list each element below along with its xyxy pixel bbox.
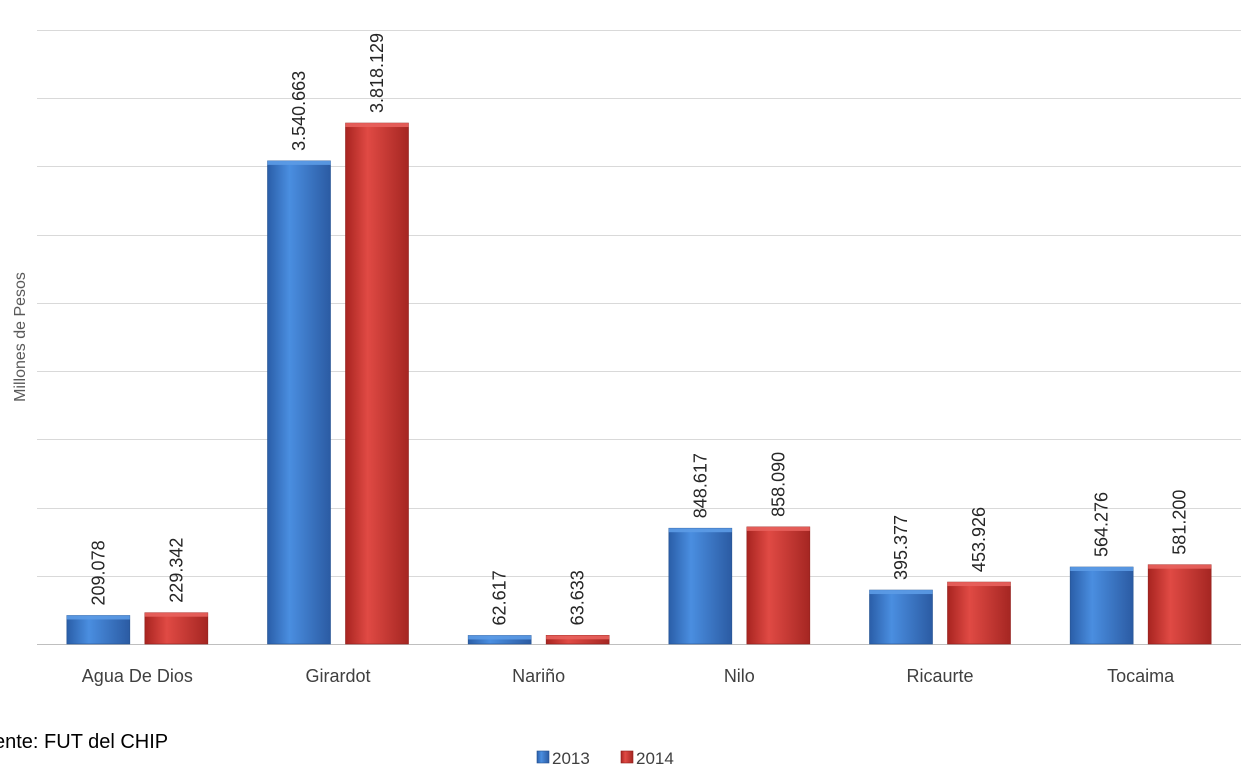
bar-bevel-2014-1: [345, 123, 409, 128]
data-label-2014-1: 3.818.129: [367, 33, 387, 113]
bar-bevel-2013-4: [869, 590, 933, 595]
data-label-2014-5: 581.200: [1170, 490, 1190, 555]
legend: 2013 2014: [536, 749, 674, 768]
data-label-2013-0: 209.078: [88, 540, 108, 605]
bar-2013-3: [668, 527, 733, 645]
y-axis-title: Millones de Pesos: [12, 272, 29, 402]
bar-bevel-2013-5: [1070, 567, 1134, 572]
bars: [66, 122, 1212, 645]
data-label-2013-1: 3.540.663: [289, 71, 309, 151]
legend-label-2014: 2014: [636, 749, 674, 768]
gridlines: [37, 30, 1241, 645]
category-label: Nariño: [512, 666, 565, 686]
legend-swatch-2013: [536, 750, 550, 764]
data-label-2014-4: 453.926: [969, 507, 989, 572]
bar-bevel-2014-2: [546, 635, 610, 640]
source-note: ente: FUT del CHIP: [0, 731, 169, 753]
category-label: Tocaima: [1107, 666, 1175, 686]
data-label-2014-0: 229.342: [166, 538, 186, 603]
bar-2014-5: [1147, 564, 1212, 645]
bar-2014-0: [144, 612, 209, 645]
bar-2013-0: [66, 615, 131, 645]
bar-2013-5: [1069, 566, 1134, 645]
bar-bevel-2013-1: [267, 160, 331, 165]
bar-bevel-2013-2: [468, 635, 532, 640]
category-labels: Agua De Dios Girardot Nariño Nilo Ricaurte To…: [82, 666, 1175, 686]
category-label: Agua De Dios: [82, 666, 193, 686]
category-label: Nilo: [724, 666, 755, 686]
bar-2014-3: [746, 526, 811, 645]
bar-bevel-2013-3: [668, 528, 732, 533]
data-label-2013-4: 395.377: [891, 515, 911, 580]
legend-swatch-2014: [620, 750, 634, 764]
data-label-2013-5: 564.276: [1092, 492, 1112, 557]
legend-label-2013: 2013: [552, 749, 590, 768]
bar-bevel-2014-4: [947, 582, 1011, 587]
bar-bevel-2014-0: [144, 612, 208, 617]
bar-bevel-2014-3: [746, 526, 810, 531]
data-label-2013-3: 848.617: [690, 453, 710, 518]
data-label-2013-2: 62.617: [490, 570, 510, 625]
bar-2013-4: [869, 589, 933, 645]
category-label: Ricaurte: [906, 666, 973, 686]
data-label-2014-3: 858.090: [768, 452, 788, 517]
bar-bevel-2013-0: [66, 615, 130, 620]
bar-2013-1: [267, 160, 331, 645]
bar-bevel-2014-5: [1148, 564, 1212, 569]
data-labels: 209.078 229.342 3.540.663 3.818.129 62.617 63…: [88, 33, 1189, 625]
data-label-2014-2: 63.633: [568, 570, 588, 625]
bar-2014-4: [947, 581, 1011, 645]
category-label: Girardot: [305, 666, 370, 686]
bar-2014-1: [345, 122, 409, 645]
